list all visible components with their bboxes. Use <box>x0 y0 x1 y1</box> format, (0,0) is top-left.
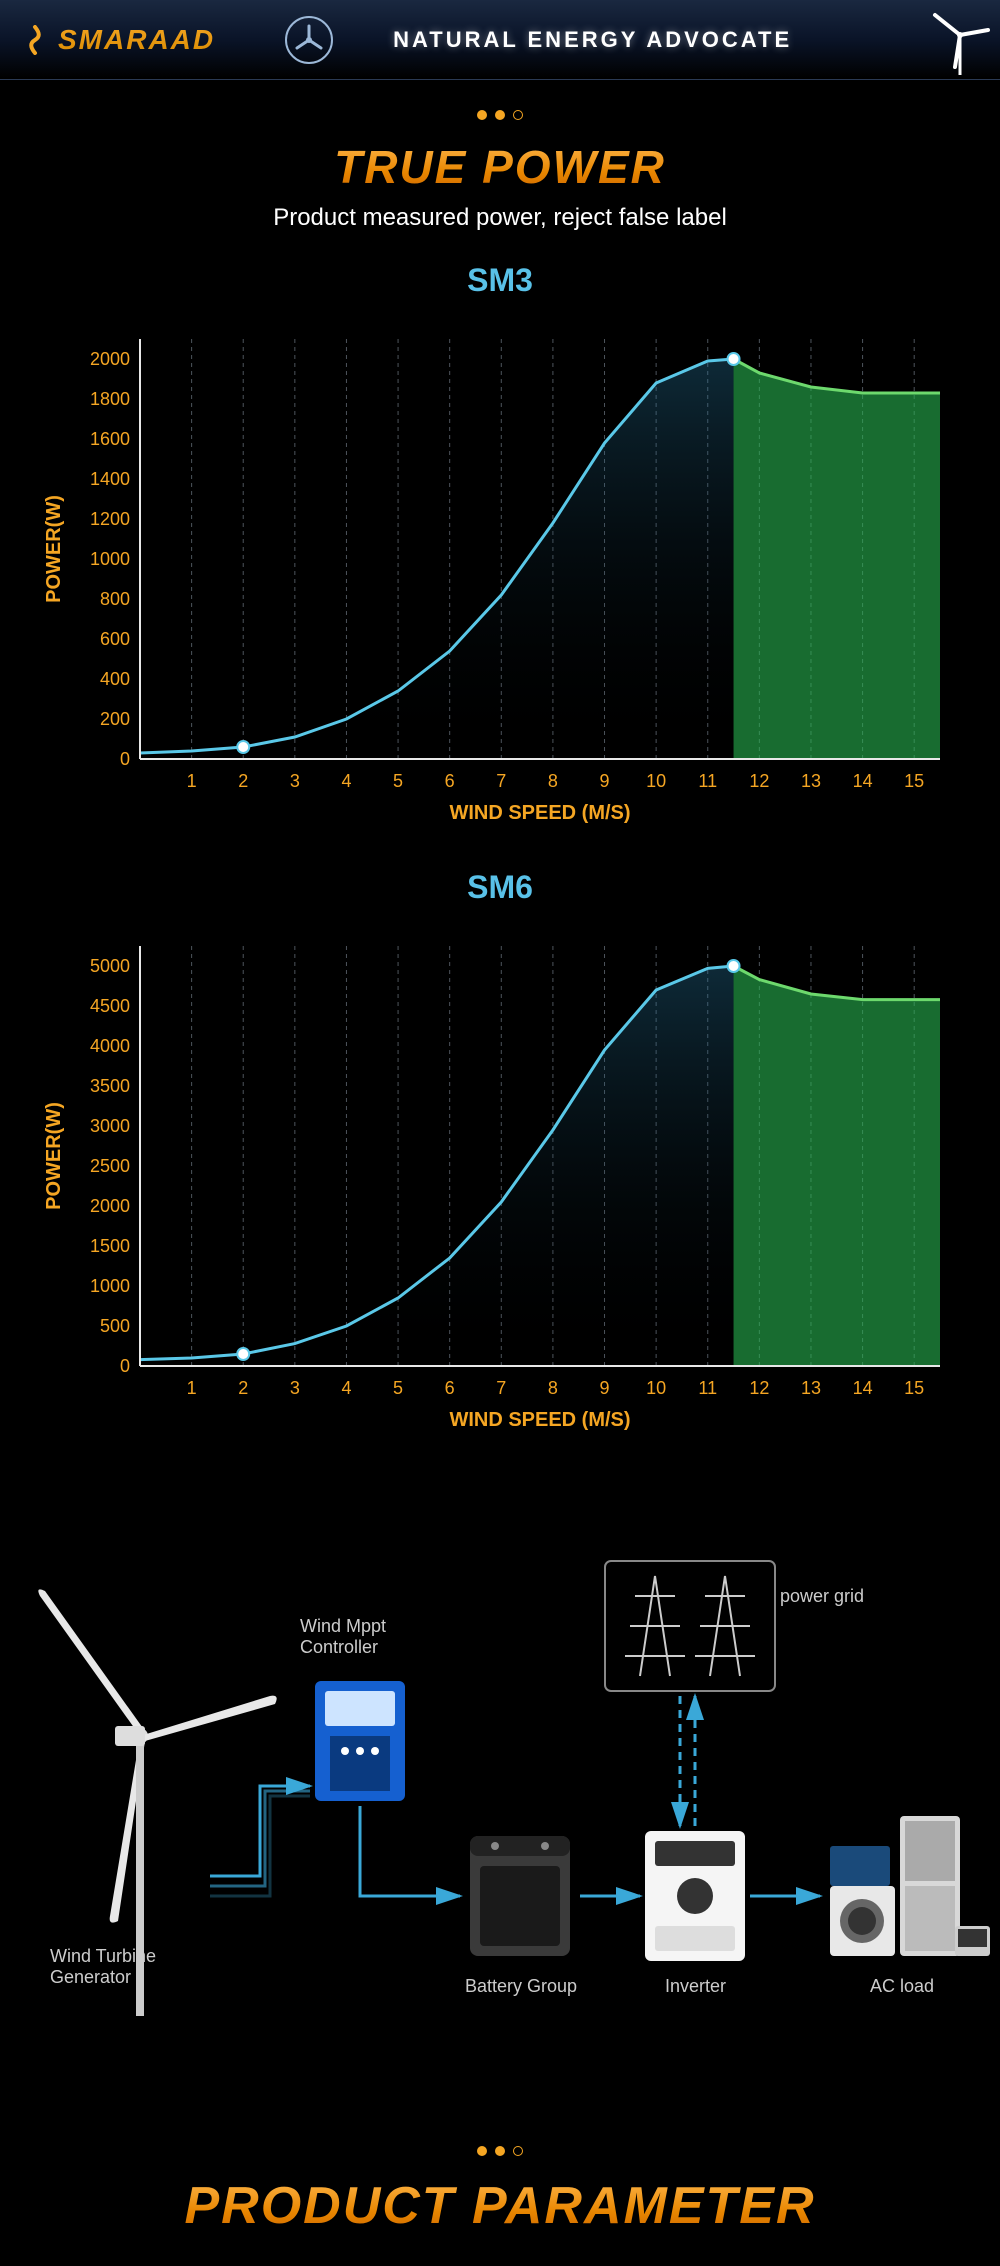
footer-title: PRODUCT PARAMETER <box>0 2176 1000 2236</box>
battery-icon <box>460 1826 580 1966</box>
svg-text:8: 8 <box>548 1378 558 1398</box>
diagram-label: Battery Group <box>465 1976 577 1997</box>
turbine-circle-icon <box>285 16 333 64</box>
pager-dot <box>513 2146 523 2156</box>
svg-text:WIND SPEED (M/S): WIND SPEED (M/S) <box>449 802 630 824</box>
svg-text:15: 15 <box>904 771 924 791</box>
svg-text:14: 14 <box>853 1378 873 1398</box>
svg-text:400: 400 <box>100 669 130 689</box>
pager-dot <box>513 110 523 120</box>
tagline: NATURAL ENERGY ADVOCATE <box>393 27 792 53</box>
svg-text:4000: 4000 <box>90 1036 130 1056</box>
svg-text:1500: 1500 <box>90 1236 130 1256</box>
hero-title: TRUE POWER <box>0 140 1000 194</box>
svg-text:3000: 3000 <box>90 1116 130 1136</box>
svg-text:200: 200 <box>100 709 130 729</box>
svg-text:6: 6 <box>445 1378 455 1398</box>
svg-text:11: 11 <box>698 1378 717 1398</box>
svg-text:10: 10 <box>646 1378 666 1398</box>
svg-text:12: 12 <box>749 771 769 791</box>
brand-logo-icon <box>20 25 50 55</box>
svg-text:11: 11 <box>698 771 717 791</box>
svg-text:5000: 5000 <box>90 956 130 976</box>
svg-text:2000: 2000 <box>90 349 130 369</box>
svg-text:9: 9 <box>600 771 610 791</box>
system-diagram: Wind Turbine Generator Wind Mppt Controll… <box>0 1476 1000 2096</box>
svg-text:6: 6 <box>445 771 455 791</box>
svg-text:1600: 1600 <box>90 429 130 449</box>
svg-text:2: 2 <box>238 771 248 791</box>
header-bar: SMARAAD NATURAL ENERGY ADVOCATE <box>0 0 1000 80</box>
pager-dot <box>495 2146 505 2156</box>
svg-text:1200: 1200 <box>90 509 130 529</box>
svg-text:15: 15 <box>904 1378 924 1398</box>
svg-text:3500: 3500 <box>90 1076 130 1096</box>
svg-text:3: 3 <box>290 771 300 791</box>
diagram-label: Inverter <box>665 1976 726 1997</box>
svg-text:7: 7 <box>496 1378 506 1398</box>
svg-text:1800: 1800 <box>90 389 130 409</box>
svg-text:12: 12 <box>749 1378 769 1398</box>
hero-subtitle: Product measured power, reject false lab… <box>0 204 1000 232</box>
brand: SMARAAD <box>20 24 215 56</box>
svg-text:5: 5 <box>393 1378 403 1398</box>
diagram-label: Wind Turbine Generator <box>50 1946 156 1988</box>
svg-text:1: 1 <box>187 1378 197 1398</box>
svg-text:13: 13 <box>801 771 821 791</box>
pager-dots-top <box>0 80 1000 130</box>
power-grid-icon <box>600 1556 780 1696</box>
svg-text:2500: 2500 <box>90 1156 130 1176</box>
svg-text:1400: 1400 <box>90 469 130 489</box>
svg-text:4500: 4500 <box>90 996 130 1016</box>
diagram-label: Wind Mppt Controller <box>300 1616 386 1658</box>
svg-text:0: 0 <box>120 749 130 769</box>
chart1: 0200400600800100012001400160018002000123… <box>40 309 960 829</box>
svg-text:8: 8 <box>548 771 558 791</box>
svg-text:4: 4 <box>341 1378 351 1398</box>
inverter-icon <box>640 1826 750 1966</box>
svg-text:10: 10 <box>646 771 666 791</box>
svg-text:3: 3 <box>290 1378 300 1398</box>
chart2: 0 500 1000 1500 2000 2500 3000 3500 4000 4500 5000… <box>40 916 960 1436</box>
pager-dot <box>477 110 487 120</box>
controller-icon <box>310 1676 410 1806</box>
svg-text:4: 4 <box>341 771 351 791</box>
pager-dot <box>477 2146 487 2156</box>
svg-text:500: 500 <box>100 1316 130 1336</box>
svg-text:1000: 1000 <box>90 1276 130 1296</box>
svg-text:2: 2 <box>238 1378 248 1398</box>
svg-text:WIND SPEED (M/S): WIND SPEED (M/S) <box>449 1409 630 1431</box>
brand-name: SMARAAD <box>58 24 215 56</box>
turbine-icon <box>0 1536 280 2016</box>
svg-text:13: 13 <box>801 1378 821 1398</box>
svg-text:7: 7 <box>496 771 506 791</box>
svg-text:5: 5 <box>393 771 403 791</box>
chart1-title: SM3 <box>0 262 1000 299</box>
pager-dots-bottom <box>0 2116 1000 2166</box>
svg-text:1000: 1000 <box>90 549 130 569</box>
svg-text:2000: 2000 <box>90 1196 130 1216</box>
pager-dot <box>495 110 505 120</box>
svg-text:800: 800 <box>100 589 130 609</box>
svg-text:POWER(W): POWER(W) <box>43 495 65 603</box>
svg-text:9: 9 <box>600 1378 610 1398</box>
ac-load-icon <box>820 1806 990 1976</box>
diagram-label: power grid <box>780 1586 864 1607</box>
svg-text:0: 0 <box>120 1356 130 1376</box>
svg-text:14: 14 <box>853 771 873 791</box>
svg-text:POWER(W): POWER(W) <box>43 1102 65 1210</box>
chart2-title: SM6 <box>0 869 1000 906</box>
diagram-label: AC load <box>870 1976 934 1997</box>
turbine-decoration-icon <box>920 5 990 80</box>
svg-text:1: 1 <box>187 771 197 791</box>
svg-text:600: 600 <box>100 629 130 649</box>
